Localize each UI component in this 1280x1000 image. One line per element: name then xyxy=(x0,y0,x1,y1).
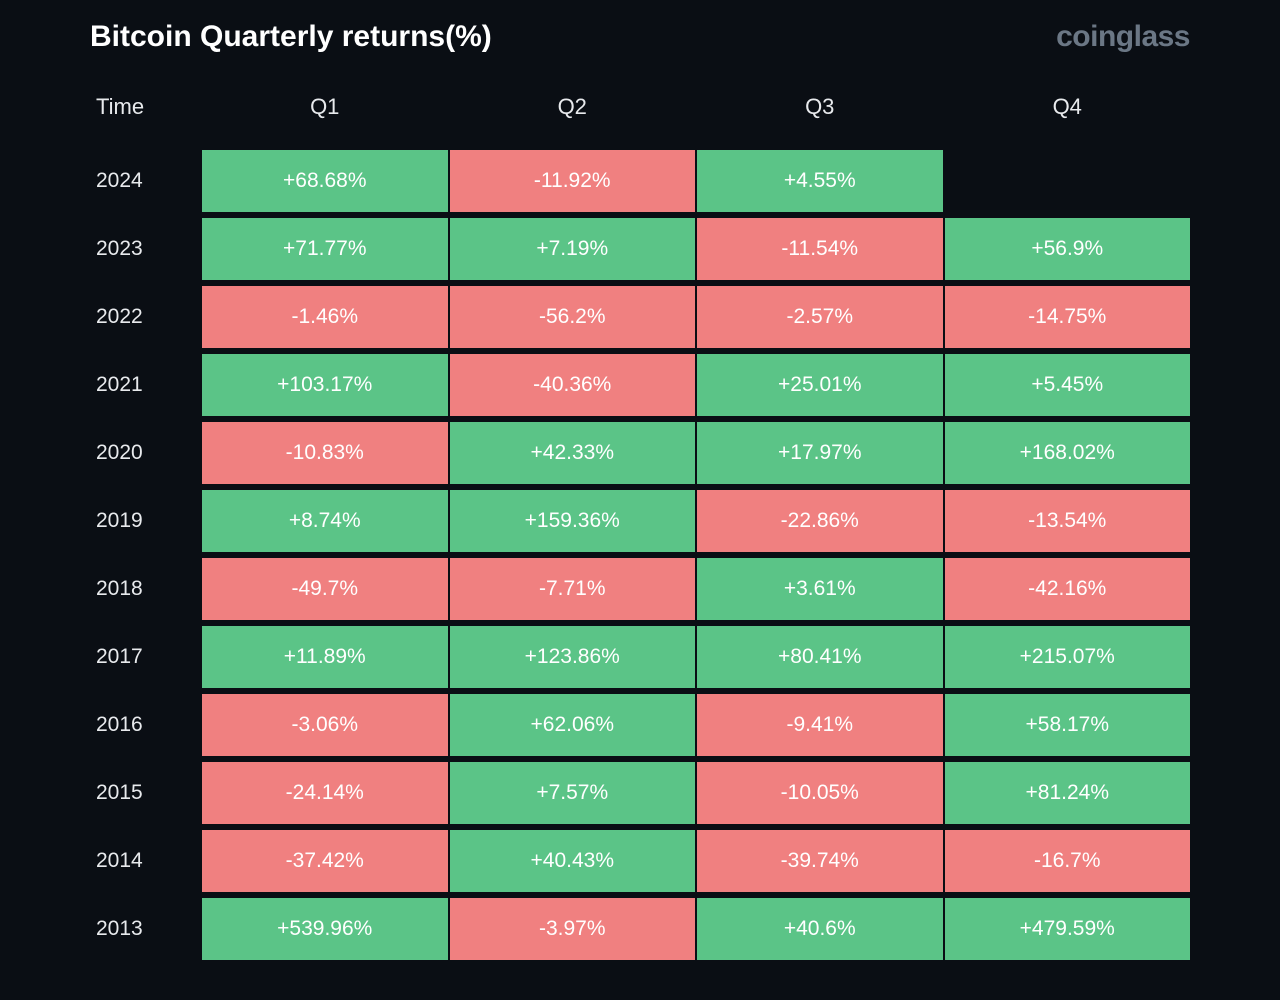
table-cell: -10.83% xyxy=(202,422,448,484)
table-cell: -3.06% xyxy=(202,694,448,756)
table-cell: -3.97% xyxy=(450,898,696,960)
row-label: 2018 xyxy=(90,558,200,620)
table-container: Bitcoin Quarterly returns(%) coinglass T… xyxy=(0,0,1280,960)
table-cell: -14.75% xyxy=(945,286,1191,348)
column-header-q4: Q4 xyxy=(945,84,1191,144)
table-cell: +539.96% xyxy=(202,898,448,960)
row-label: 2013 xyxy=(90,898,200,960)
table-cell: +7.19% xyxy=(450,218,696,280)
table-cell: +80.41% xyxy=(697,626,943,688)
table-cell: +159.36% xyxy=(450,490,696,552)
page-title: Bitcoin Quarterly returns(%) xyxy=(90,20,492,54)
table-cell: -40.36% xyxy=(450,354,696,416)
table-cell: -7.71% xyxy=(450,558,696,620)
row-label: 2022 xyxy=(90,286,200,348)
table-cell: +62.06% xyxy=(450,694,696,756)
table-cell: +42.33% xyxy=(450,422,696,484)
row-label: 2020 xyxy=(90,422,200,484)
table-cell: +56.9% xyxy=(945,218,1191,280)
table-cell: -39.74% xyxy=(697,830,943,892)
table-cell: -22.86% xyxy=(697,490,943,552)
table-cell: -37.42% xyxy=(202,830,448,892)
row-label: 2017 xyxy=(90,626,200,688)
table-cell: +479.59% xyxy=(945,898,1191,960)
column-header-time: Time xyxy=(90,84,200,144)
table-cell: -2.57% xyxy=(697,286,943,348)
table-cell: -49.7% xyxy=(202,558,448,620)
row-label: 2016 xyxy=(90,694,200,756)
table-cell: -16.7% xyxy=(945,830,1191,892)
row-label: 2021 xyxy=(90,354,200,416)
table-cell: +3.61% xyxy=(697,558,943,620)
row-label: 2019 xyxy=(90,490,200,552)
table-cell: +81.24% xyxy=(945,762,1191,824)
table-cell: -13.54% xyxy=(945,490,1191,552)
table-cell: +215.07% xyxy=(945,626,1191,688)
table-cell: -11.54% xyxy=(697,218,943,280)
table-cell: +25.01% xyxy=(697,354,943,416)
table-cell: -56.2% xyxy=(450,286,696,348)
row-label: 2014 xyxy=(90,830,200,892)
row-label: 2015 xyxy=(90,762,200,824)
table-cell: +17.97% xyxy=(697,422,943,484)
table-cell: +123.86% xyxy=(450,626,696,688)
table-cell: +7.57% xyxy=(450,762,696,824)
table-cell: +58.17% xyxy=(945,694,1191,756)
table-cell xyxy=(945,150,1191,212)
table-cell: +103.17% xyxy=(202,354,448,416)
table-cell: +71.77% xyxy=(202,218,448,280)
column-header-q1: Q1 xyxy=(202,84,448,144)
table-cell: +4.55% xyxy=(697,150,943,212)
row-label: 2024 xyxy=(90,150,200,212)
table-cell: -10.05% xyxy=(697,762,943,824)
table-cell: -9.41% xyxy=(697,694,943,756)
table-cell: +11.89% xyxy=(202,626,448,688)
table-cell: +40.43% xyxy=(450,830,696,892)
brand-logo: coinglass xyxy=(1056,20,1190,54)
table-cell: -11.92% xyxy=(450,150,696,212)
header-row: Bitcoin Quarterly returns(%) coinglass xyxy=(90,20,1190,54)
column-header-q2: Q2 xyxy=(450,84,696,144)
table-cell: +5.45% xyxy=(945,354,1191,416)
table-cell: -24.14% xyxy=(202,762,448,824)
table-cell: +168.02% xyxy=(945,422,1191,484)
table-cell: +68.68% xyxy=(202,150,448,212)
table-cell: +8.74% xyxy=(202,490,448,552)
column-header-q3: Q3 xyxy=(697,84,943,144)
row-label: 2023 xyxy=(90,218,200,280)
returns-table: TimeQ1Q2Q3Q4 2024+68.68%-11.92%+4.55% 2023… xyxy=(90,84,1190,960)
table-cell: +40.6% xyxy=(697,898,943,960)
table-cell: -42.16% xyxy=(945,558,1191,620)
table-cell: -1.46% xyxy=(202,286,448,348)
